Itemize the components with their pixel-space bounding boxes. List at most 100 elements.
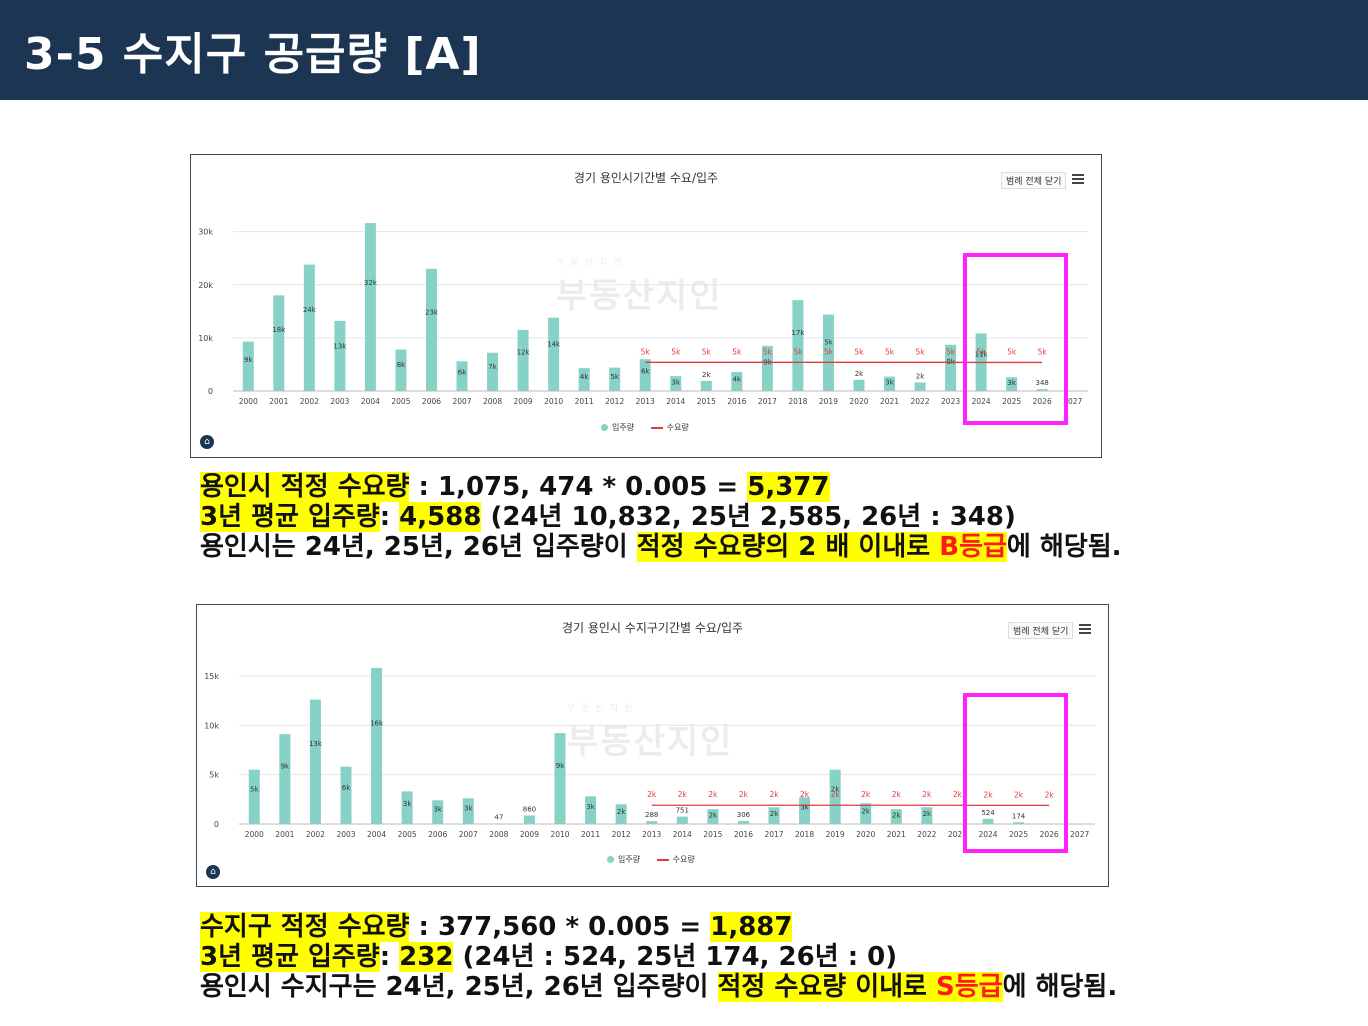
- legend-line-marker: [656, 858, 669, 861]
- bar-data-label: 4k: [733, 376, 742, 384]
- bar: [761, 345, 773, 391]
- line-data-label: 2k: [953, 790, 963, 799]
- bar-data-label: 2k: [709, 811, 718, 819]
- bar: [548, 317, 560, 391]
- bar: [731, 371, 743, 391]
- line-data-label: 5k: [854, 347, 864, 356]
- bar: [303, 264, 315, 391]
- home-icon[interactable]: ⌂: [206, 865, 220, 879]
- text-line: 3년 평균 입주량: 232 (24년 : 524, 25년 174, 26년 …: [200, 942, 1117, 972]
- chart-legend[interactable]: 입주량 수요량: [607, 854, 695, 865]
- bar-data-label: 751: [676, 807, 689, 815]
- bar-data-label: 3k: [800, 804, 809, 812]
- bar-data-label: 7k: [488, 363, 497, 371]
- bar: [945, 344, 957, 391]
- bar-data-label: 2k: [770, 810, 779, 818]
- bar: [364, 223, 376, 391]
- x-tick-label: 2009: [520, 830, 539, 839]
- y-tick-label: 5k: [209, 771, 219, 780]
- analysis-text-suji: 수지구 적정 수요량 : 377,560 * 0.005 = 1,887 3년 …: [200, 912, 1117, 1002]
- chart-svg: 0 5k 10k 15k 5k 2000 9k 2001 13k 2002 6k 2003 16k 200…: [204, 667, 1095, 839]
- x-tick-label: 2007: [452, 397, 471, 406]
- bar-data-label: 32k: [364, 279, 378, 287]
- legend-item[interactable]: 입주량: [612, 423, 635, 432]
- bar: [737, 820, 749, 824]
- x-tick-label: 2015: [703, 830, 722, 839]
- legend-bar-marker: [607, 856, 614, 863]
- line-data-label: 2k: [922, 790, 932, 799]
- bar-data-label: 524: [981, 809, 995, 817]
- x-tick-label: 2004: [361, 397, 380, 406]
- value: : 377,560 * 0.005 =: [409, 912, 711, 942]
- line-data-label: 2k: [800, 790, 810, 799]
- x-tick-label: 2020: [849, 397, 868, 406]
- bar: [340, 766, 352, 824]
- bar-data-label: 288: [645, 811, 658, 819]
- bar-data-label: 11k: [975, 351, 989, 359]
- watermark: 부동산지인 부동산지인: [556, 258, 723, 316]
- text-line: 수지구 적정 수요량 : 377,560 * 0.005 = 1,887: [200, 912, 1117, 942]
- bar-data-label: 24k: [303, 306, 317, 314]
- x-tick-label: 2016: [734, 830, 753, 839]
- line-data-label: 5k: [641, 347, 651, 356]
- hamburger-icon[interactable]: [1079, 624, 1091, 634]
- value: : 1,075, 474 * 0.005 =: [409, 472, 748, 502]
- legend-item[interactable]: 수요량: [666, 423, 689, 432]
- bar-data-label: 2k: [855, 370, 864, 378]
- hamburger-icon[interactable]: [1072, 174, 1084, 184]
- grade: B등급: [939, 532, 1007, 562]
- bar-data-label: 2k: [861, 808, 870, 816]
- text-line: 용인시 적정 수요량 : 1,075, 474 * 0.005 = 5,377: [200, 472, 1122, 502]
- bar-data-label: 9k: [281, 763, 290, 771]
- legend-toggle-button[interactable]: 범례 전체 닫기: [1008, 622, 1074, 639]
- bar-data-label: 3k: [1007, 379, 1016, 387]
- bar: [615, 804, 627, 824]
- result: 1,887: [710, 912, 793, 942]
- x-tick-label: 2025: [1002, 397, 1021, 406]
- bar-data-label: 3k: [586, 803, 595, 811]
- x-tick-label: 2014: [673, 830, 692, 839]
- x-tick-label: 2016: [727, 397, 746, 406]
- bar-data-label: 2k: [617, 808, 626, 816]
- home-icon[interactable]: ⌂: [200, 435, 214, 449]
- bar: [860, 803, 872, 824]
- line-data-label: 2k: [647, 790, 657, 799]
- x-tick-label: 2013: [636, 397, 655, 406]
- y-tick-label: 0: [208, 387, 213, 396]
- sentence: 용인시 수지구는 24년, 25년, 26년 입주량이: [200, 972, 718, 1002]
- bar: [456, 361, 468, 391]
- x-tick-label: 2027: [1063, 397, 1082, 406]
- bar-data-label: 3k: [672, 378, 681, 386]
- chart-suji: 부동산지인 부동산지인 0 5k 10k 15k 5k 2000 9k 2001 13k 2002 6…: [196, 604, 1109, 887]
- legend-item[interactable]: 입주량: [618, 855, 641, 864]
- bar-data-label: 5k: [250, 786, 259, 794]
- bar-data-label: 860: [523, 806, 536, 814]
- bar-data-label: 3k: [403, 800, 412, 808]
- bar-data-label: 13k: [333, 342, 347, 350]
- bar: [829, 769, 841, 824]
- legend-item[interactable]: 수요량: [672, 855, 695, 864]
- x-tick-label: 2014: [666, 397, 685, 406]
- bar: [982, 818, 994, 824]
- bar: [279, 734, 291, 824]
- text-line: 3년 평균 입주량: 4,588 (24년 10,832, 25년 2,585,…: [200, 502, 1122, 532]
- x-tick-label: 2024: [972, 397, 991, 406]
- bar-data-label: 9k: [556, 762, 565, 770]
- text-line: 용인시 수지구는 24년, 25년, 26년 입주량이 적정 수요량 이내로 S…: [200, 972, 1117, 1002]
- line-data-label: 2k: [739, 790, 749, 799]
- sentence: 용인시는 24년, 25년, 26년 입주량이: [200, 532, 637, 562]
- bar-data-label: 6k: [342, 784, 351, 792]
- bar-data-label: 23k: [425, 309, 439, 317]
- x-tick-label: 2021: [887, 830, 906, 839]
- bar-data-label: 17k: [791, 329, 805, 337]
- bar: [578, 368, 590, 391]
- sentence-end: 에 해당됨.: [1002, 972, 1118, 1002]
- line-data-label: 2k: [1014, 790, 1024, 799]
- bar: [822, 314, 834, 391]
- legend-toggle-button[interactable]: 범례 전체 닫기: [1001, 172, 1067, 189]
- result: 232: [399, 942, 454, 972]
- x-tick-label: 2027: [1070, 830, 1089, 839]
- bar-data-label: 2k: [923, 810, 932, 818]
- x-tick-label: 2001: [275, 830, 294, 839]
- chart-legend[interactable]: 입주량 수요량: [601, 422, 689, 433]
